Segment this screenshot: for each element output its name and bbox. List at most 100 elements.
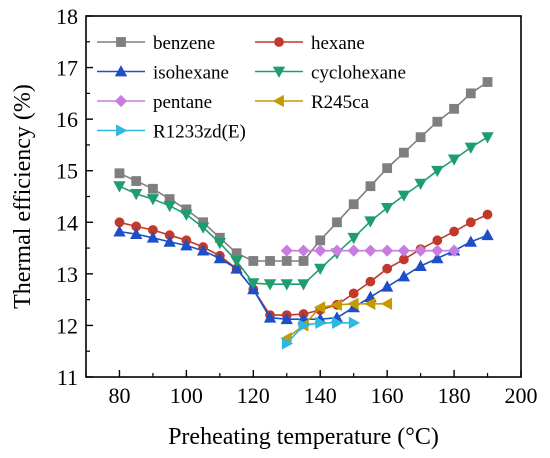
- marker-triangle-down: [163, 200, 176, 213]
- marker-triangle-right: [298, 319, 310, 332]
- marker-diamond: [314, 244, 327, 257]
- x-tick-label: 80: [108, 383, 130, 408]
- x-axis-title: Preheating temperature (°C): [168, 424, 439, 450]
- marker-triangle-down: [180, 209, 193, 221]
- marker-triangle-down: [380, 202, 394, 215]
- x-tick-label: 180: [438, 383, 471, 408]
- y-tick-label: 13: [56, 262, 78, 287]
- y-tick-label: 18: [56, 4, 78, 29]
- legend-label: R1233zd(E): [153, 122, 246, 143]
- marker-triangle-down: [130, 189, 143, 201]
- marker-triangle-left: [347, 297, 359, 310]
- marker-square: [398, 147, 409, 158]
- x-tick-label: 160: [371, 383, 404, 408]
- marker-triangle-up: [464, 235, 477, 247]
- marker-square: [365, 181, 376, 192]
- marker-triangle-up: [163, 235, 176, 247]
- marker-square: [449, 103, 459, 114]
- x-axis-ticks: 80 100 120 140 160 180 200: [85, 370, 538, 408]
- legend-item: cyclohexane: [255, 63, 406, 84]
- y-tick-label: 11: [57, 365, 78, 390]
- marker-triangle-down: [263, 279, 277, 291]
- marker-diamond: [364, 244, 377, 257]
- legend-label: isohexane: [153, 63, 229, 84]
- marker-diamond: [330, 244, 344, 257]
- marker-triangle-down: [364, 216, 377, 228]
- series-layer: [113, 77, 494, 350]
- marker-square: [482, 77, 493, 87]
- marker-circle: [382, 263, 393, 274]
- legend-item: R1233zd(E): [97, 122, 246, 143]
- series-pentane: [280, 244, 461, 257]
- marker-triangle-down: [431, 165, 444, 178]
- marker-triangle-down: [113, 181, 126, 193]
- y-tick-label: 16: [56, 107, 78, 132]
- marker-triangle-left: [272, 94, 284, 108]
- marker-triangle-up: [481, 228, 494, 241]
- marker-diamond: [297, 244, 310, 257]
- marker-diamond: [448, 244, 461, 257]
- marker-square: [415, 132, 426, 143]
- marker-triangle-down: [397, 190, 411, 202]
- marker-triangle-down: [297, 279, 310, 291]
- marker-triangle-up: [380, 280, 394, 292]
- marker-triangle-up: [280, 312, 293, 325]
- marker-square: [348, 199, 359, 210]
- marker-triangle-left: [330, 298, 342, 311]
- legend: benzene hexane isohexane cyclohexane pentane…: [97, 33, 406, 143]
- x-tick-label: 140: [304, 383, 337, 408]
- marker-triangle-down: [247, 278, 260, 290]
- marker-circle: [274, 37, 284, 47]
- marker-triangle-up: [263, 311, 277, 323]
- marker-square: [265, 256, 275, 266]
- marker-triangle-down: [272, 66, 286, 78]
- marker-triangle-right: [281, 337, 294, 350]
- series-r1233zd-e-: [281, 316, 361, 350]
- legend-item: pentane: [97, 92, 212, 113]
- legend-label: cyclohexane: [311, 63, 406, 84]
- marker-triangle-down: [280, 279, 293, 291]
- x-tick-label: 120: [237, 383, 270, 408]
- marker-square: [315, 235, 326, 246]
- marker-triangle-down: [230, 256, 243, 268]
- marker-triangle-down: [481, 132, 494, 144]
- y-tick-label: 15: [56, 159, 78, 184]
- legend-label: hexane: [311, 33, 365, 54]
- marker-square: [281, 256, 292, 266]
- y-axis-ticks: 11 12 13 14 15 16 17 18: [56, 4, 93, 390]
- marker-triangle-down: [213, 238, 227, 250]
- marker-triangle-up: [213, 252, 227, 264]
- marker-triangle-down: [414, 178, 427, 190]
- marker-circle: [465, 217, 476, 228]
- marker-circle: [482, 209, 493, 220]
- marker-triangle-up: [113, 225, 126, 237]
- x-tick-label: 100: [170, 383, 203, 408]
- legend-label: benzene: [153, 33, 215, 54]
- marker-triangle-up: [146, 231, 160, 243]
- legend-label: pentane: [153, 92, 212, 113]
- marker-triangle-up: [397, 270, 411, 282]
- marker-triangle-down: [464, 142, 477, 154]
- marker-triangle-up: [180, 239, 193, 251]
- legend-item: hexane: [255, 33, 365, 54]
- marker-triangle-left: [364, 297, 376, 310]
- marker-circle: [348, 288, 359, 299]
- marker-triangle-down: [146, 194, 160, 206]
- marker-diamond: [397, 244, 410, 257]
- marker-diamond: [114, 94, 128, 108]
- marker-square: [332, 217, 342, 228]
- marker-diamond: [431, 244, 444, 257]
- marker-diamond: [381, 244, 394, 257]
- y-tick-label: 14: [56, 210, 78, 235]
- marker-square: [248, 256, 259, 266]
- marker-square: [298, 256, 309, 266]
- marker-square: [116, 37, 126, 47]
- marker-triangle-right: [332, 316, 344, 330]
- marker-triangle-left: [313, 301, 326, 314]
- marker-diamond: [414, 244, 427, 257]
- marker-triangle-up: [414, 259, 427, 272]
- marker-triangle-up: [431, 252, 444, 264]
- marker-triangle-down: [314, 263, 327, 276]
- marker-square: [114, 168, 125, 179]
